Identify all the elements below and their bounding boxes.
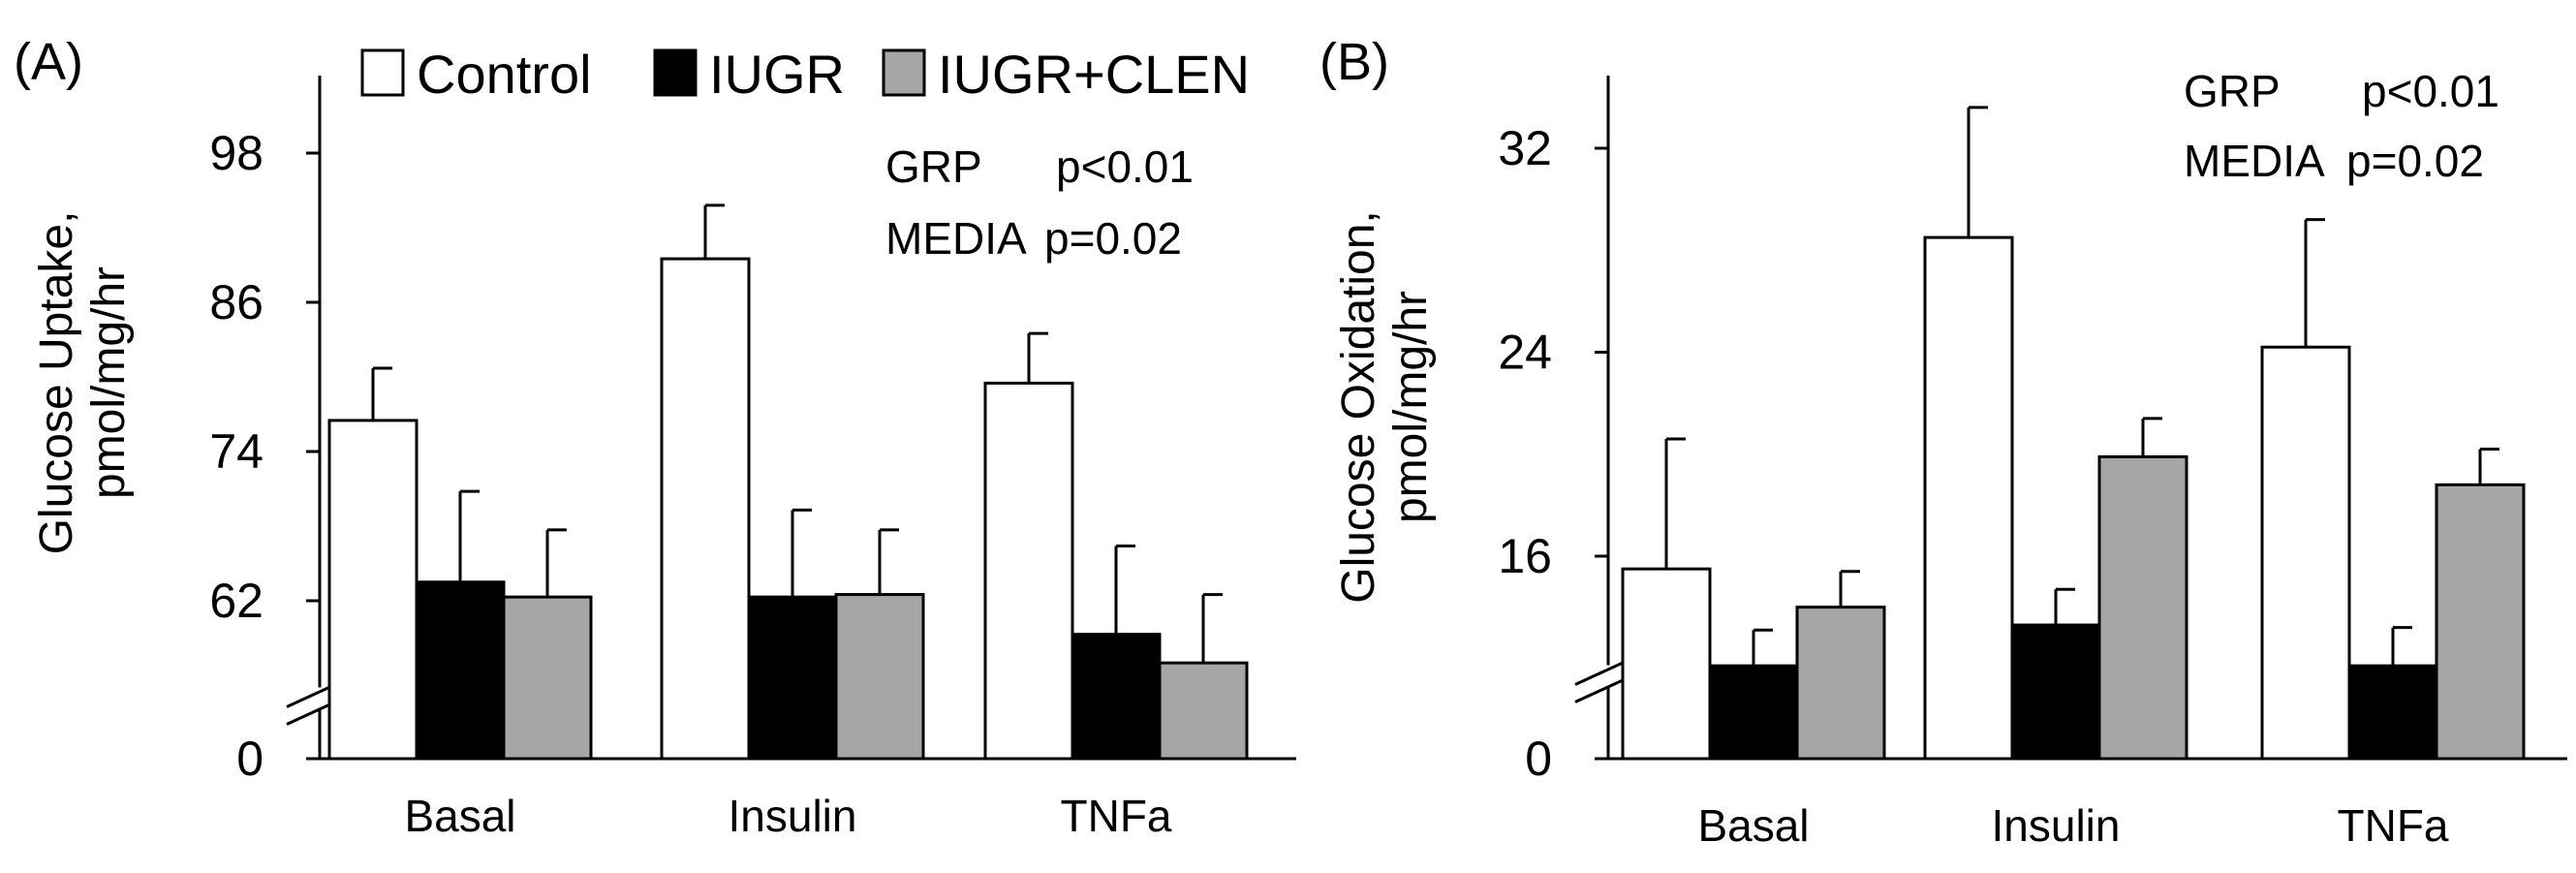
panel-a-stat-grp-p: p<0.01 xyxy=(1056,141,1194,192)
panel-a-category-label: Basal xyxy=(404,791,515,841)
legend-label-iugr: IUGR xyxy=(709,44,845,105)
panel-a-plot: 0 62 74 86 98 Basal Insulin TNFa xyxy=(209,76,1296,841)
panel-b-stat-media-name: MEDIA xyxy=(2184,136,2325,186)
panel-b-bar-iugr-insulin xyxy=(2010,623,2101,761)
panel-a-bar-iugr_clen-tnfa xyxy=(1158,661,1249,761)
panel-a-stat-grp-name: GRP xyxy=(885,141,982,192)
legend-label-iugr-clen: IUGR+CLEN xyxy=(938,44,1250,105)
legend-label-control: Control xyxy=(417,44,592,105)
panel-b-stats: GRP p<0.01 MEDIA p=0.02 xyxy=(2184,66,2499,186)
panel-a-y-tick-label: 98 xyxy=(209,126,264,180)
panel-a-category-label: TNFa xyxy=(1061,791,1172,841)
panel-a-ylabel-line2: pmol/mg/hr xyxy=(83,266,135,499)
panel-a-bar-control-tnfa xyxy=(983,381,1074,761)
legend: Control IUGR IUGR+CLEN xyxy=(360,44,1250,105)
panel-b-stat-media-p: p=0.02 xyxy=(2346,136,2484,186)
legend-swatch-control xyxy=(360,48,405,97)
panel-b-label: (B) xyxy=(1319,33,1389,91)
panel-a-bar-iugr-insulin xyxy=(747,595,838,761)
panel-b-stat-grp-name: GRP xyxy=(2184,66,2281,116)
panel-b-bar-control-basal xyxy=(1621,567,1712,761)
panel-a-y-tick-label: 74 xyxy=(209,424,264,479)
panel-a-axis-break-mark xyxy=(286,684,334,708)
panel-a-bar-control-basal xyxy=(327,419,419,761)
panel-a-y-tick-label: 62 xyxy=(209,574,264,628)
panel-b-category-label: Insulin xyxy=(1992,800,2121,851)
panel-a-stats: GRP p<0.01 MEDIA p=0.02 xyxy=(885,141,1194,264)
panel-b-y-tick-label: 32 xyxy=(1498,121,1552,175)
panel-b-category-label: TNFa xyxy=(2338,800,2449,851)
panel-a-bar-iugr-basal xyxy=(415,580,506,761)
panel-a-stat-media-name: MEDIA xyxy=(885,213,1027,264)
panel-a-category-label: Insulin xyxy=(729,791,857,841)
panel-a-ylabel: Glucose Uptake, pmol/mg/hr xyxy=(31,211,135,555)
panel-a-bar-control-insulin xyxy=(660,257,751,761)
panel-b-bar-iugr_clen-tnfa xyxy=(2435,483,2526,761)
panel-b-ylabel-line2: pmol/mg/hr xyxy=(1385,291,1437,523)
panel-b-ylabel: Glucose Oxidation, pmol/mg/hr xyxy=(1333,210,1437,604)
panel-b-bar-control-insulin xyxy=(1923,235,2014,761)
panel-b-y-tick-label: 16 xyxy=(1498,529,1552,583)
panel-b-ylabel-line1: Glucose Oxidation, xyxy=(1333,210,1384,604)
panel-b-y-tick-label: 0 xyxy=(1525,732,1552,786)
panel-b-bar-iugr_clen-basal xyxy=(1795,606,1886,761)
panel-a-bar-iugr_clen-basal xyxy=(502,595,593,761)
panel-b-axis-break-mark xyxy=(1574,662,1623,686)
panel-b-bar-iugr_clen-insulin xyxy=(2097,454,2188,761)
panel-b-plot: 0 16 24 32 Basal Insulin TNFa xyxy=(1498,76,2567,851)
panel-b-stat-grp-p: p<0.01 xyxy=(2362,66,2499,116)
panel-a-ylabel-line1: Glucose Uptake, xyxy=(31,211,82,555)
legend-swatch-iugr-clen xyxy=(882,48,926,97)
panel-b-bar-iugr-basal xyxy=(1708,664,1799,761)
panel-a-bar-iugr-tnfa xyxy=(1071,633,1162,761)
panel-a-axis-break-mark xyxy=(286,702,334,726)
panel-a-y-tick-label: 0 xyxy=(236,732,264,786)
panel-b-axis-break-mark xyxy=(1574,679,1623,703)
panel-b: (B) Glucose Oxidation, pmol/mg/hr GRP p<… xyxy=(1319,33,2567,851)
panel-a-bar-iugr_clen-insulin xyxy=(834,593,925,761)
panel-b-bar-control-tnfa xyxy=(2260,345,2351,761)
legend-swatch-iugr xyxy=(653,48,698,97)
panel-b-bar-iugr-tnfa xyxy=(2347,664,2438,761)
panel-a-stat-media-p: p=0.02 xyxy=(1044,213,1182,264)
panel-a: (A) Glucose Uptake, pmol/mg/hr GRP p<0.0… xyxy=(14,33,1296,841)
panel-b-y-tick-label: 24 xyxy=(1498,326,1552,380)
panel-a-y-tick-label: 86 xyxy=(209,275,264,329)
panel-a-label: (A) xyxy=(14,33,83,91)
panel-b-category-label: Basal xyxy=(1697,800,1809,851)
